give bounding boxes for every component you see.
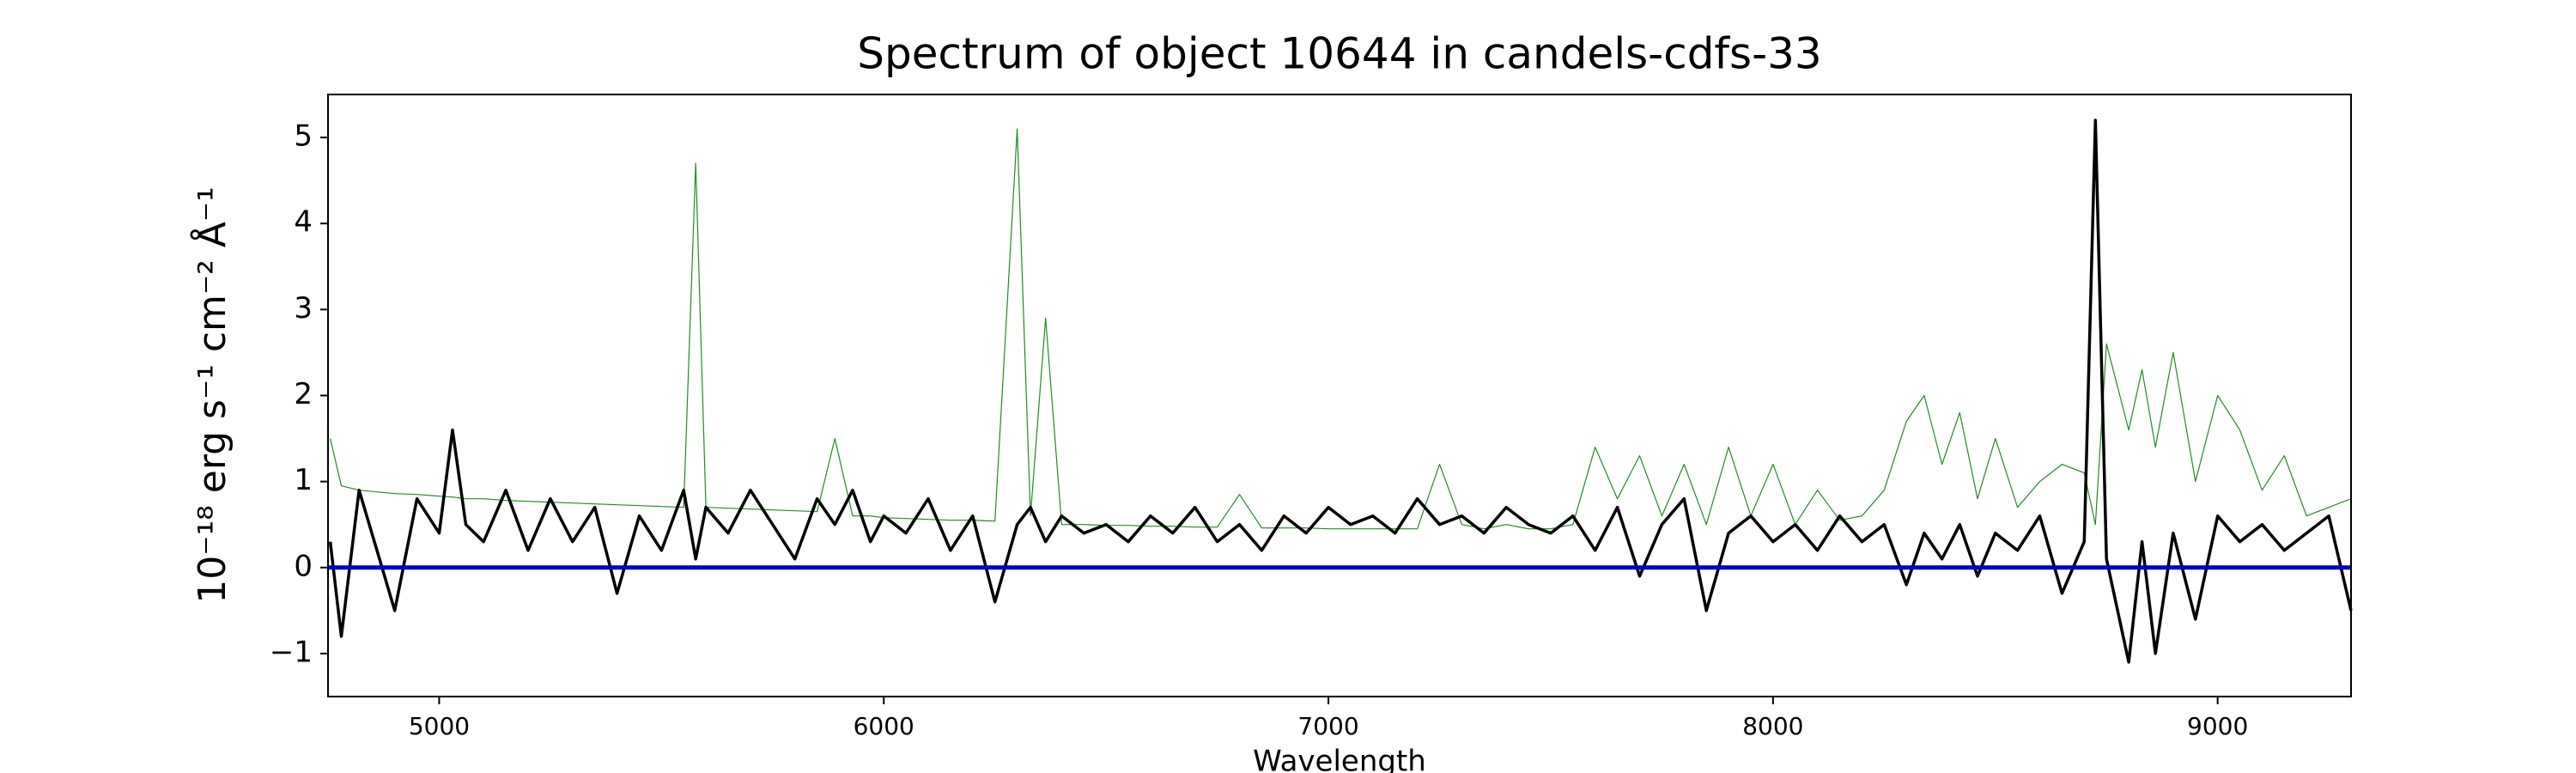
spectrum-line bbox=[330, 128, 2352, 530]
x-tick-label: 9000 bbox=[2187, 712, 2248, 740]
chart-title: Spectrum of object 10644 in candels-cdfs… bbox=[857, 29, 1822, 79]
x-axis-label: Wavelength bbox=[1253, 745, 1426, 773]
x-tick-label: 6000 bbox=[854, 712, 914, 740]
y-tick-label: 4 bbox=[294, 205, 313, 240]
y-axis-label: 10⁻¹⁸ erg s⁻¹ cm⁻² Å⁻¹ bbox=[189, 186, 234, 603]
plot-frame bbox=[327, 94, 2352, 697]
spectrum-line bbox=[328, 119, 2353, 664]
x-tick-label: 5000 bbox=[409, 712, 470, 740]
y-tick-label: 0 bbox=[294, 549, 313, 583]
x-tick-label: 7000 bbox=[1297, 712, 1358, 740]
y-tick-label: 3 bbox=[294, 291, 313, 326]
y-tick-label: 2 bbox=[294, 377, 313, 411]
x-tick-label: 8000 bbox=[1742, 712, 1803, 740]
y-tick-label: −1 bbox=[270, 635, 313, 669]
y-tick-label: 5 bbox=[294, 119, 313, 154]
y-tick-label: 1 bbox=[294, 463, 313, 497]
